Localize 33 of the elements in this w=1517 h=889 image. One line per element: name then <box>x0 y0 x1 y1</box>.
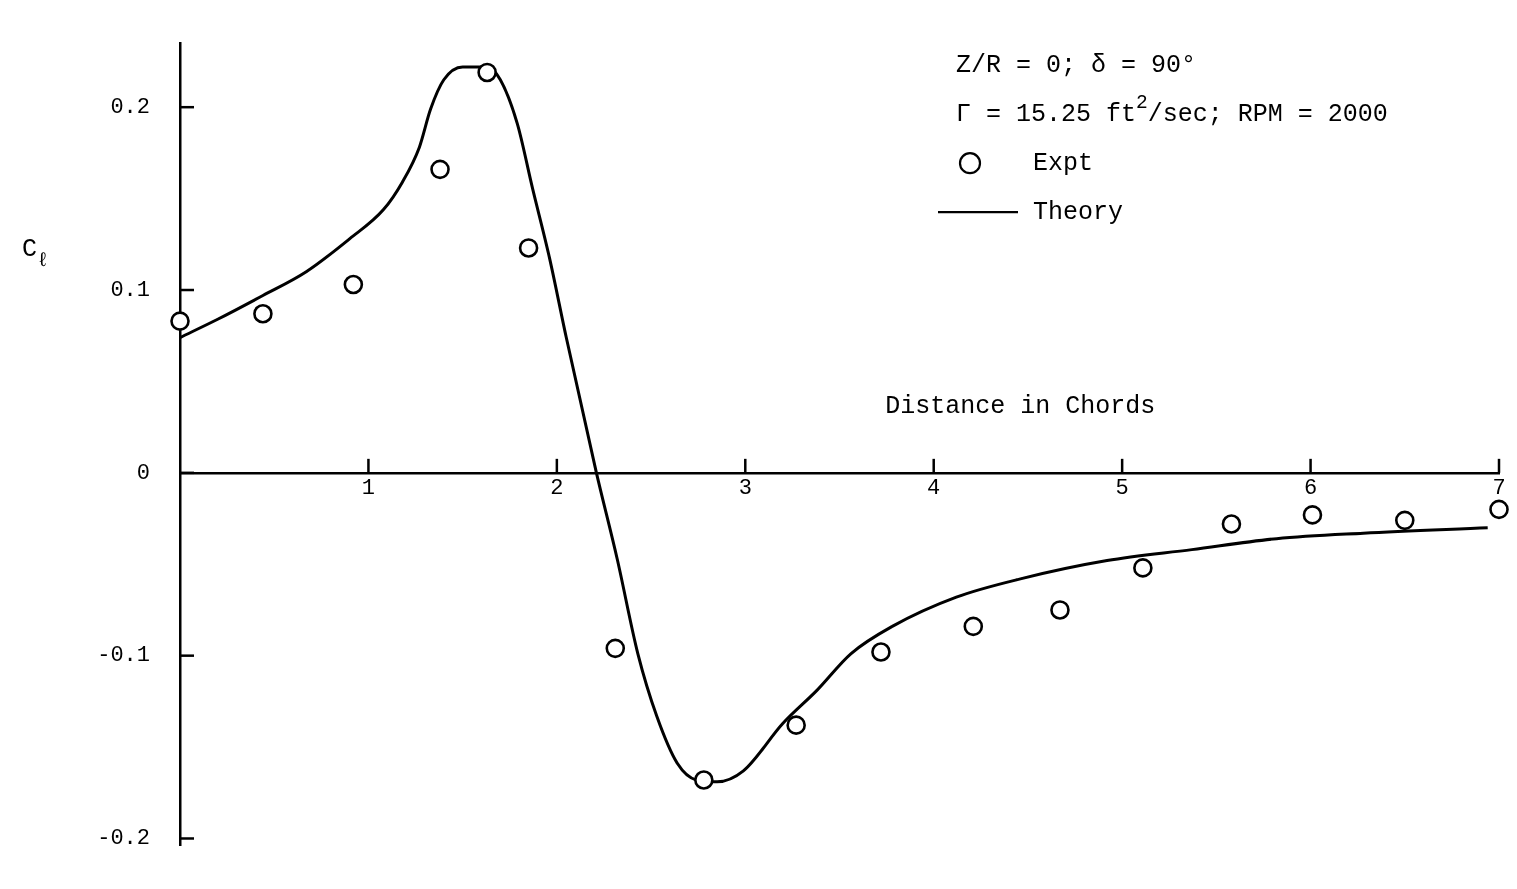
x-tick-label: 1 <box>361 475 376 501</box>
x-tick-label: 4 <box>927 475 941 501</box>
x-tick-label: 3 <box>738 475 752 501</box>
point <box>694 770 714 790</box>
point <box>605 638 626 659</box>
point <box>1489 499 1509 520</box>
x-tick-label: 7 <box>1492 475 1506 501</box>
y-tick-label: 0.2 <box>110 95 150 121</box>
point <box>871 642 891 662</box>
point <box>1221 514 1242 534</box>
legend-label: Theory <box>1033 197 1124 227</box>
point <box>1050 600 1070 620</box>
x-tick-label: 2 <box>550 475 564 501</box>
point <box>343 274 364 295</box>
legend-label: Expt <box>1033 148 1094 178</box>
point <box>1394 510 1415 531</box>
point <box>1133 558 1153 578</box>
point <box>1302 505 1323 525</box>
point <box>430 159 450 180</box>
x-axis-title: Distance in Chords <box>885 392 1156 422</box>
y-tick-label: 0.1 <box>110 277 150 303</box>
point <box>253 303 273 324</box>
y-tick-label: -0.2 <box>97 826 150 852</box>
point <box>963 616 984 637</box>
y-tick-label: -0.1 <box>97 643 150 669</box>
x-tick-label: 6 <box>1303 475 1318 501</box>
x-tick-label: 5 <box>1115 475 1129 501</box>
point <box>786 715 806 735</box>
point <box>477 62 497 83</box>
point <box>518 238 539 258</box>
annotation: Z/R = 0; δ = 90° <box>956 50 1197 80</box>
y-tick-label: 0 <box>136 460 150 486</box>
point <box>170 311 190 331</box>
